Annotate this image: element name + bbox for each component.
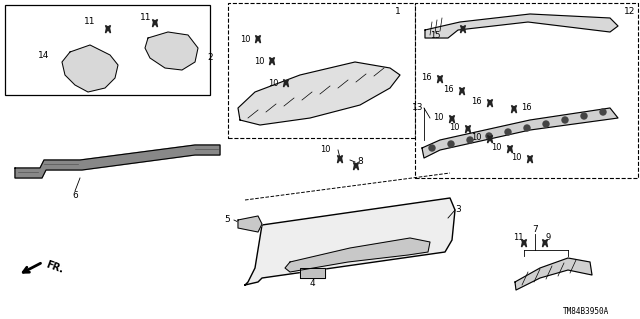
Text: 10: 10: [253, 57, 264, 66]
Text: 11: 11: [84, 18, 96, 26]
Polygon shape: [522, 240, 527, 247]
Polygon shape: [449, 115, 454, 123]
Text: 13: 13: [412, 103, 424, 113]
Polygon shape: [145, 32, 198, 70]
Polygon shape: [488, 136, 493, 143]
Circle shape: [581, 113, 587, 119]
Circle shape: [562, 117, 568, 123]
Polygon shape: [62, 45, 118, 92]
Polygon shape: [488, 100, 493, 107]
Polygon shape: [284, 79, 289, 87]
Text: 10: 10: [449, 123, 460, 132]
Text: 9: 9: [545, 234, 550, 242]
Text: TM84B3950A: TM84B3950A: [563, 308, 609, 316]
Polygon shape: [337, 155, 342, 163]
Text: 10: 10: [240, 35, 250, 44]
Circle shape: [524, 125, 530, 131]
Circle shape: [486, 133, 492, 139]
Circle shape: [429, 145, 435, 151]
Polygon shape: [15, 145, 220, 178]
Circle shape: [505, 129, 511, 135]
Polygon shape: [438, 76, 442, 83]
Text: 10: 10: [491, 144, 501, 152]
Polygon shape: [508, 145, 513, 153]
Polygon shape: [269, 57, 275, 65]
Polygon shape: [460, 87, 465, 95]
Polygon shape: [238, 216, 262, 232]
Polygon shape: [106, 26, 111, 33]
Polygon shape: [353, 162, 358, 170]
Text: 2: 2: [207, 54, 213, 63]
Text: 10: 10: [433, 114, 444, 122]
Text: 16: 16: [420, 73, 431, 83]
Polygon shape: [461, 26, 465, 33]
Text: 3: 3: [455, 205, 461, 214]
Polygon shape: [238, 62, 400, 125]
Circle shape: [600, 109, 606, 115]
Text: 10: 10: [320, 145, 330, 154]
Text: 12: 12: [624, 8, 636, 17]
Polygon shape: [543, 240, 547, 247]
Bar: [5, 5, 210, 95]
Text: 11: 11: [513, 234, 524, 242]
Text: 10: 10: [511, 153, 521, 162]
Bar: [415, 3, 638, 178]
Polygon shape: [425, 14, 618, 38]
Text: 14: 14: [38, 50, 50, 60]
Text: 5: 5: [224, 216, 230, 225]
Text: 6: 6: [72, 190, 78, 199]
Text: 16: 16: [470, 98, 481, 107]
Text: 8: 8: [357, 158, 363, 167]
Polygon shape: [511, 106, 516, 113]
Text: 16: 16: [521, 103, 531, 113]
Polygon shape: [245, 198, 455, 285]
Text: 7: 7: [532, 226, 538, 234]
Polygon shape: [527, 155, 532, 163]
Text: 16: 16: [443, 85, 453, 94]
Text: 11: 11: [140, 12, 152, 21]
Polygon shape: [515, 258, 592, 290]
Circle shape: [543, 121, 549, 127]
Circle shape: [448, 141, 454, 147]
Polygon shape: [285, 238, 430, 272]
Text: 1: 1: [395, 8, 401, 17]
Text: 4: 4: [309, 278, 315, 287]
Text: 15: 15: [429, 31, 440, 40]
Circle shape: [467, 137, 473, 143]
Bar: [228, 3, 415, 138]
Polygon shape: [465, 125, 470, 133]
Text: 10: 10: [471, 133, 481, 143]
Polygon shape: [255, 35, 260, 43]
Text: FR.: FR.: [44, 259, 65, 275]
Text: 10: 10: [268, 79, 278, 88]
Polygon shape: [422, 108, 618, 158]
Polygon shape: [300, 268, 325, 278]
Polygon shape: [152, 19, 157, 27]
